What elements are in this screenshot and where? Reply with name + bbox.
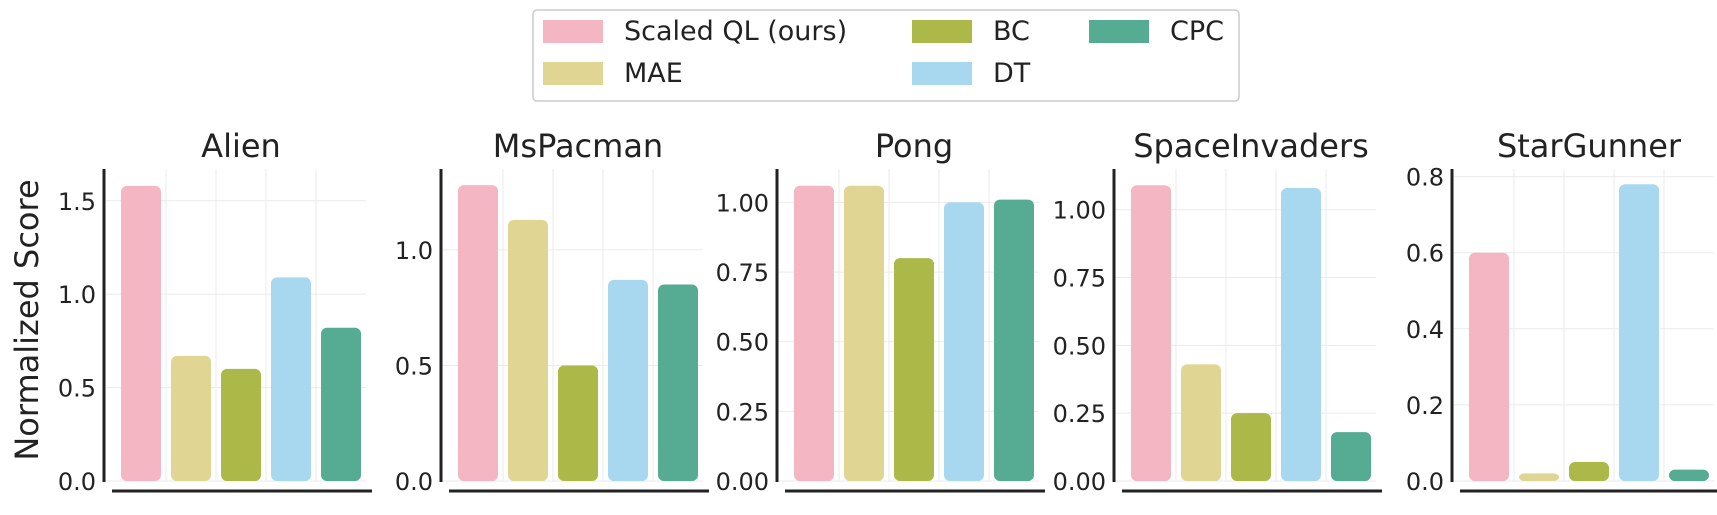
y-tick-label-spaceinvaders: 0.00 xyxy=(1053,468,1106,496)
legend-box xyxy=(532,9,1240,102)
bar-pong-bc xyxy=(894,258,934,481)
y-tick-label-mspacman: 0.0 xyxy=(395,468,433,496)
bar-spaceinvaders-dt xyxy=(1281,187,1321,481)
y-tick-label-stargunner: 0.8 xyxy=(1406,164,1444,192)
y-tick-label-pong: 0.00 xyxy=(716,468,769,496)
legend-label-bc: BC xyxy=(993,16,1030,47)
legend-label-scaled-ql-ours: Scaled QL (ours) xyxy=(624,16,847,47)
bar-stargunner-dt xyxy=(1619,184,1659,481)
legend-swatch-scaled-ql-ours xyxy=(543,20,603,43)
y-tick-label-mspacman: 1.0 xyxy=(395,237,433,265)
bar-pong-mae xyxy=(844,185,884,481)
y-tick-label-stargunner: 0.6 xyxy=(1406,240,1444,268)
bar-spaceinvaders-scaled-ql-ours xyxy=(1131,185,1171,481)
bar-alien-cpc xyxy=(321,327,361,481)
y-tick-label-alien: 0.0 xyxy=(58,468,96,496)
y-tick-label-spaceinvaders: 1.00 xyxy=(1053,197,1106,225)
y-tick-label-pong: 0.25 xyxy=(716,398,769,426)
y-tick-label-alien: 1.0 xyxy=(58,281,96,309)
panel-title-stargunner: StarGunner xyxy=(1497,127,1682,165)
bar-pong-scaled-ql-ours xyxy=(794,185,834,481)
bar-mspacman-bc xyxy=(558,365,598,481)
bar-stargunner-cpc xyxy=(1669,469,1709,481)
bar-alien-scaled-ql-ours xyxy=(121,185,161,481)
y-tick-label-stargunner: 0.2 xyxy=(1406,392,1444,420)
panel-title-pong: Pong xyxy=(875,127,953,165)
bar-alien-dt xyxy=(271,277,311,481)
bar-mspacman-scaled-ql-ours xyxy=(458,185,498,481)
y-tick-label-spaceinvaders: 0.75 xyxy=(1053,265,1106,293)
bar-mspacman-dt xyxy=(608,279,648,481)
y-tick-label-pong: 1.00 xyxy=(716,189,769,217)
bar-stargunner-mae xyxy=(1519,473,1559,481)
bar-stargunner-scaled-ql-ours xyxy=(1469,252,1509,481)
legend-swatch-dt xyxy=(912,62,972,85)
bar-mspacman-cpc xyxy=(658,284,698,481)
y-tick-label-spaceinvaders: 0.25 xyxy=(1053,400,1106,428)
bar-alien-bc xyxy=(221,368,261,481)
y-tick-label-mspacman: 0.5 xyxy=(395,352,433,380)
bar-spaceinvaders-mae xyxy=(1181,364,1221,481)
y-tick-label-spaceinvaders: 0.50 xyxy=(1053,332,1106,360)
bar-alien-mae xyxy=(171,355,211,481)
legend-label-mae: MAE xyxy=(624,58,683,89)
legend-label-dt: DT xyxy=(993,58,1031,89)
legend-label-cpc: CPC xyxy=(1170,16,1224,47)
bar-spaceinvaders-bc xyxy=(1231,413,1271,481)
bar-pong-dt xyxy=(944,202,984,481)
panel-title-mspacman: MsPacman xyxy=(493,127,663,165)
panel-title-alien: Alien xyxy=(201,127,281,165)
bar-spaceinvaders-cpc xyxy=(1331,432,1371,481)
y-axis-label: Normalized Score xyxy=(8,179,46,460)
legend-swatch-mae xyxy=(543,62,603,85)
y-tick-label-stargunner: 0.4 xyxy=(1406,316,1444,344)
y-tick-label-pong: 0.50 xyxy=(716,329,769,357)
y-tick-label-alien: 0.5 xyxy=(58,375,96,403)
panel-title-spaceinvaders: SpaceInvaders xyxy=(1133,127,1369,165)
legend-swatch-bc xyxy=(912,20,972,43)
y-tick-label-alien: 1.5 xyxy=(58,188,96,216)
legend-swatch-cpc xyxy=(1089,20,1149,43)
y-tick-label-stargunner: 0.0 xyxy=(1406,468,1444,496)
bar-mspacman-mae xyxy=(508,219,548,481)
bar-stargunner-bc xyxy=(1569,461,1609,481)
y-tick-label-pong: 0.75 xyxy=(716,259,769,287)
bar-pong-cpc xyxy=(994,199,1034,481)
